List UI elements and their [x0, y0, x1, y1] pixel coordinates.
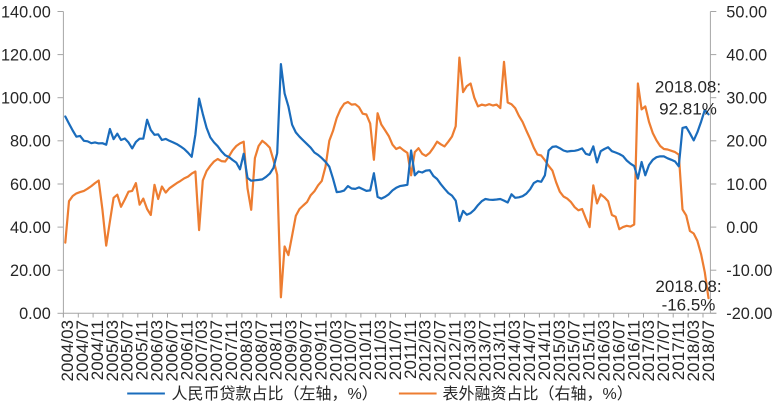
- svg-text:2018/07: 2018/07: [699, 320, 718, 381]
- svg-text:2018/03: 2018/03: [684, 320, 703, 381]
- svg-text:60.00: 60.00: [10, 176, 51, 194]
- svg-text:2016/07: 2016/07: [609, 320, 628, 381]
- svg-text:2004/03: 2004/03: [58, 320, 77, 381]
- svg-text:2005/07: 2005/07: [118, 320, 137, 381]
- svg-text:40.00: 40.00: [726, 47, 767, 65]
- svg-text:2009/07: 2009/07: [297, 320, 316, 381]
- svg-text:50.00: 50.00: [726, 3, 767, 21]
- svg-text:92.81%: 92.81%: [659, 100, 717, 119]
- svg-text:2006/11: 2006/11: [177, 320, 196, 380]
- svg-text:40.00: 40.00: [10, 219, 51, 237]
- svg-text:2013/07: 2013/07: [475, 320, 494, 381]
- svg-text:2014/11: 2014/11: [535, 320, 554, 380]
- svg-text:100.00: 100.00: [1, 90, 51, 108]
- svg-text:80.00: 80.00: [10, 133, 51, 151]
- svg-text:2007/11: 2007/11: [222, 320, 241, 380]
- svg-text:0.00: 0.00: [726, 219, 758, 237]
- svg-text:2018.08:: 2018.08:: [655, 277, 721, 296]
- svg-text:2004/11: 2004/11: [88, 320, 107, 380]
- svg-text:2016/11: 2016/11: [624, 320, 643, 380]
- svg-text:2006/07: 2006/07: [162, 320, 181, 381]
- svg-text:140.00: 140.00: [1, 3, 51, 21]
- svg-text:2008/07: 2008/07: [252, 320, 271, 381]
- svg-text:2006/03: 2006/03: [148, 320, 167, 381]
- svg-text:2010/03: 2010/03: [326, 320, 345, 381]
- svg-text:人民币贷款占比（左轴，%）: 人民币贷款占比（左轴，%）: [172, 385, 378, 403]
- svg-text:2018.08:: 2018.08:: [655, 78, 721, 97]
- svg-text:2017/03: 2017/03: [639, 320, 658, 381]
- svg-text:2011/11: 2011/11: [401, 320, 420, 379]
- svg-text:2013/11: 2013/11: [490, 320, 509, 380]
- svg-text:2007/07: 2007/07: [207, 320, 226, 381]
- svg-text:2012/03: 2012/03: [416, 320, 435, 381]
- svg-text:2011/03: 2011/03: [371, 320, 390, 380]
- svg-text:2008/03: 2008/03: [237, 320, 256, 381]
- svg-text:2009/03: 2009/03: [282, 320, 301, 381]
- svg-text:20.00: 20.00: [10, 262, 51, 280]
- svg-text:2007/03: 2007/03: [192, 320, 211, 381]
- svg-text:2008/11: 2008/11: [267, 320, 286, 380]
- svg-text:120.00: 120.00: [1, 47, 51, 65]
- svg-text:2014/03: 2014/03: [505, 320, 524, 381]
- svg-text:2017/11: 2017/11: [669, 320, 688, 380]
- svg-text:2014/07: 2014/07: [520, 320, 539, 381]
- svg-text:2005/11: 2005/11: [133, 320, 152, 380]
- svg-text:表外融资占比（右轴，%）: 表外融资占比（右轴，%）: [443, 385, 633, 403]
- svg-text:2012/11: 2012/11: [446, 320, 465, 380]
- svg-text:2010/11: 2010/11: [356, 320, 375, 380]
- svg-text:2013/03: 2013/03: [460, 320, 479, 381]
- svg-text:2004/07: 2004/07: [73, 320, 92, 381]
- svg-text:20.00: 20.00: [726, 133, 767, 151]
- svg-text:-20.00: -20.00: [726, 305, 772, 323]
- svg-text:2005/03: 2005/03: [103, 320, 122, 381]
- svg-text:10.00: 10.00: [726, 176, 767, 194]
- svg-text:2015/11: 2015/11: [580, 320, 599, 380]
- svg-text:2011/07: 2011/07: [386, 320, 405, 380]
- svg-text:-16.5%: -16.5%: [662, 295, 716, 314]
- svg-text:2015/03: 2015/03: [550, 320, 569, 381]
- svg-text:2009/11: 2009/11: [311, 320, 330, 380]
- svg-text:2012/07: 2012/07: [431, 320, 450, 381]
- svg-text:2017/07: 2017/07: [654, 320, 673, 381]
- svg-text:2015/07: 2015/07: [565, 320, 584, 381]
- svg-text:0.00: 0.00: [19, 305, 51, 323]
- svg-text:-10.00: -10.00: [726, 262, 772, 280]
- svg-text:30.00: 30.00: [726, 90, 767, 108]
- svg-text:2010/07: 2010/07: [341, 320, 360, 381]
- svg-text:2016/03: 2016/03: [595, 320, 614, 381]
